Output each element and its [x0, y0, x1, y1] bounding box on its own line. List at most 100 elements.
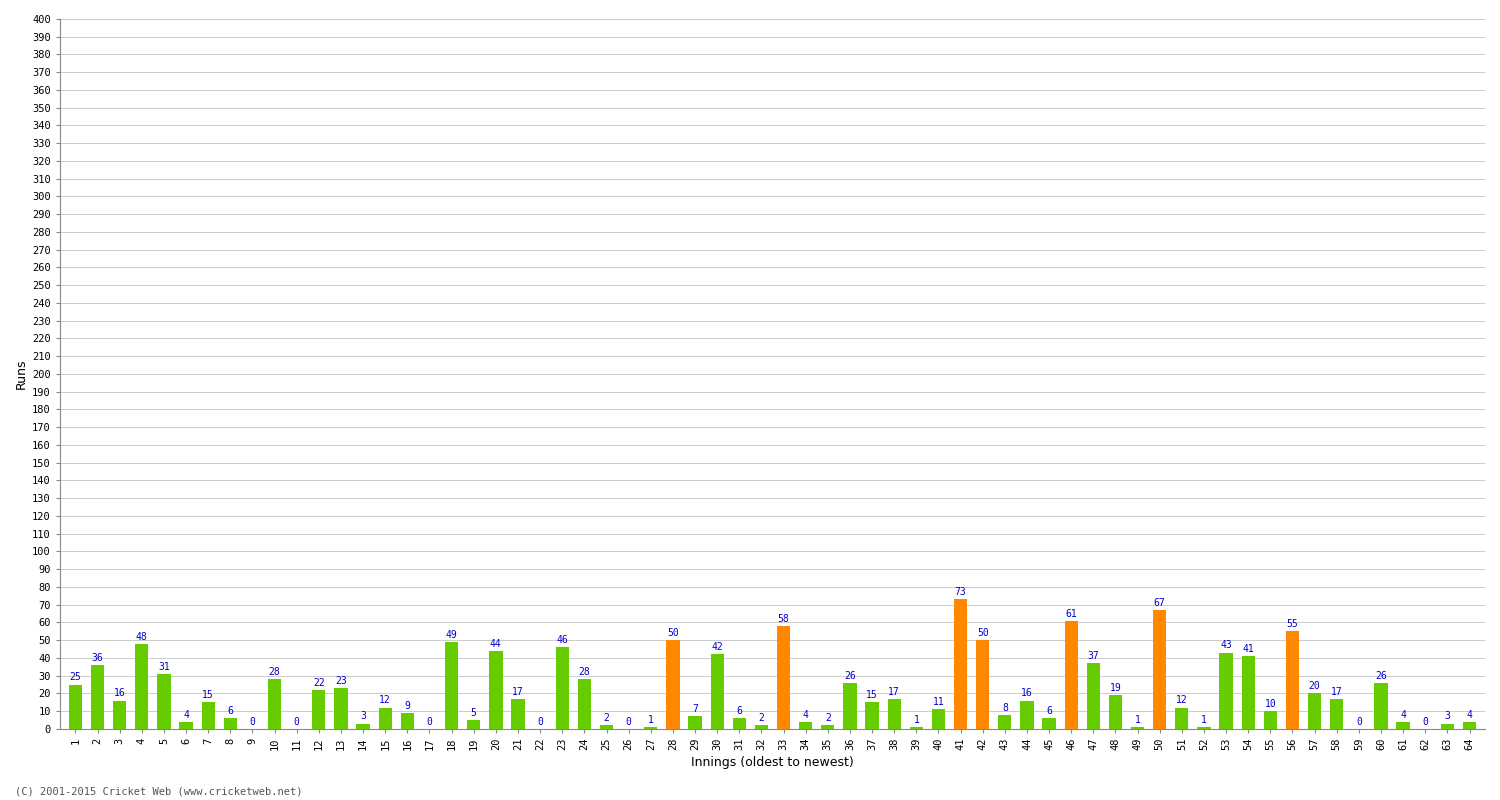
- Text: 4: 4: [802, 710, 808, 720]
- Text: 15: 15: [865, 690, 877, 700]
- Text: 12: 12: [1176, 695, 1188, 706]
- Bar: [688, 717, 702, 729]
- Bar: [1330, 698, 1344, 729]
- Text: 23: 23: [334, 676, 346, 686]
- Bar: [578, 679, 591, 729]
- Text: 19: 19: [1110, 683, 1122, 693]
- Bar: [644, 727, 657, 729]
- Text: 22: 22: [314, 678, 324, 688]
- Bar: [158, 674, 171, 729]
- Text: 1: 1: [648, 715, 654, 725]
- Bar: [1242, 656, 1256, 729]
- Bar: [466, 720, 480, 729]
- Text: 41: 41: [1242, 644, 1254, 654]
- Text: 17: 17: [1330, 686, 1342, 697]
- Bar: [1220, 653, 1233, 729]
- Text: 44: 44: [490, 638, 501, 649]
- Bar: [1020, 701, 1034, 729]
- Text: 0: 0: [626, 717, 632, 726]
- Text: 4: 4: [1467, 710, 1473, 720]
- Bar: [268, 679, 280, 729]
- Text: 6: 6: [736, 706, 742, 716]
- Text: 1: 1: [914, 715, 920, 725]
- Bar: [600, 726, 613, 729]
- Bar: [69, 685, 82, 729]
- Bar: [180, 722, 192, 729]
- Bar: [357, 723, 369, 729]
- Bar: [821, 726, 834, 729]
- Bar: [754, 726, 768, 729]
- Bar: [909, 727, 922, 729]
- Bar: [888, 698, 902, 729]
- Text: 1: 1: [1134, 715, 1140, 725]
- Text: 4: 4: [1400, 710, 1406, 720]
- Bar: [1263, 711, 1276, 729]
- Text: 0: 0: [1422, 717, 1428, 726]
- Text: 49: 49: [446, 630, 458, 640]
- Text: 42: 42: [711, 642, 723, 652]
- Text: (C) 2001-2015 Cricket Web (www.cricketweb.net): (C) 2001-2015 Cricket Web (www.cricketwe…: [15, 786, 303, 796]
- Text: 28: 28: [268, 667, 280, 677]
- Bar: [777, 626, 790, 729]
- Text: 2: 2: [825, 714, 831, 723]
- Text: 25: 25: [69, 673, 81, 682]
- Text: 15: 15: [202, 690, 214, 700]
- Bar: [954, 599, 968, 729]
- Text: 16: 16: [1022, 688, 1034, 698]
- Bar: [1308, 694, 1322, 729]
- Text: 6: 6: [228, 706, 234, 716]
- Text: 50: 50: [976, 628, 988, 638]
- Bar: [1197, 727, 1210, 729]
- Text: 55: 55: [1287, 619, 1299, 629]
- Text: 20: 20: [1308, 682, 1320, 691]
- Bar: [1174, 708, 1188, 729]
- Bar: [334, 688, 348, 729]
- Bar: [1286, 631, 1299, 729]
- Text: 6: 6: [1046, 706, 1052, 716]
- Text: 31: 31: [158, 662, 170, 672]
- X-axis label: Innings (oldest to newest): Innings (oldest to newest): [692, 756, 853, 769]
- Text: 0: 0: [249, 717, 255, 726]
- Bar: [489, 651, 502, 729]
- Bar: [865, 702, 879, 729]
- Text: 43: 43: [1220, 641, 1232, 650]
- Bar: [1462, 722, 1476, 729]
- Bar: [1086, 663, 1100, 729]
- Bar: [1042, 718, 1056, 729]
- Bar: [1108, 695, 1122, 729]
- Text: 3: 3: [1444, 711, 1450, 722]
- Text: 0: 0: [1356, 717, 1362, 726]
- Bar: [1396, 722, 1410, 729]
- Bar: [378, 708, 392, 729]
- Text: 37: 37: [1088, 651, 1100, 661]
- Bar: [400, 713, 414, 729]
- Bar: [732, 718, 746, 729]
- Y-axis label: Runs: Runs: [15, 358, 28, 390]
- Text: 3: 3: [360, 711, 366, 722]
- Text: 73: 73: [954, 587, 966, 598]
- Bar: [1065, 621, 1078, 729]
- Text: 17: 17: [512, 686, 524, 697]
- Bar: [800, 722, 813, 729]
- Bar: [312, 690, 326, 729]
- Text: 4: 4: [183, 710, 189, 720]
- Text: 46: 46: [556, 635, 568, 645]
- Bar: [1374, 682, 1388, 729]
- Bar: [1131, 727, 1144, 729]
- Bar: [92, 665, 104, 729]
- Text: 58: 58: [777, 614, 789, 624]
- Text: 48: 48: [136, 631, 147, 642]
- Text: 67: 67: [1154, 598, 1166, 608]
- Text: 26: 26: [844, 670, 856, 681]
- Text: 9: 9: [405, 701, 411, 711]
- Text: 2: 2: [603, 714, 609, 723]
- Text: 50: 50: [668, 628, 680, 638]
- Text: 61: 61: [1065, 609, 1077, 618]
- Bar: [976, 640, 990, 729]
- Text: 17: 17: [888, 686, 900, 697]
- Text: 16: 16: [114, 688, 126, 698]
- Text: 11: 11: [933, 698, 945, 707]
- Bar: [711, 654, 724, 729]
- Text: 0: 0: [294, 717, 300, 726]
- Text: 10: 10: [1264, 699, 1276, 709]
